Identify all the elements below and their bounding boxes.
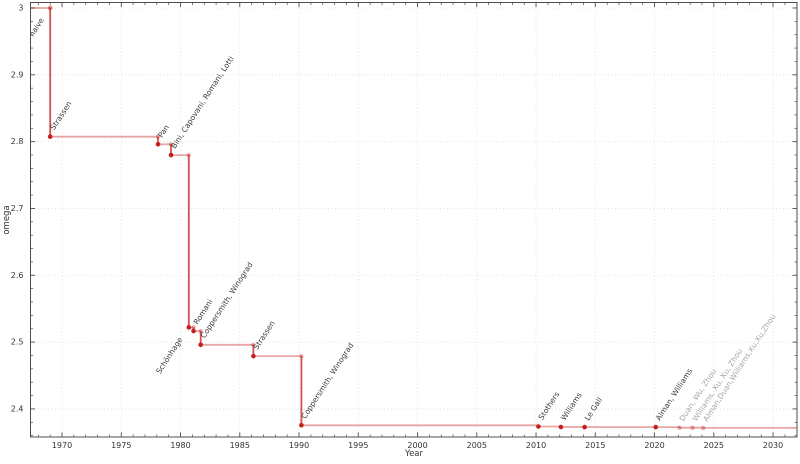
tick-label-layer: 1970 1975 1980 1985 1990 1995 2000 2005 2010 2015… <box>11 4 783 450</box>
x-tick-label: 1995 <box>348 441 368 450</box>
data-point <box>700 425 706 431</box>
y-tick-label: 3 <box>18 4 23 13</box>
point-label: Alman,Duan,Williams,Xu,Xu,Zhou <box>701 312 777 423</box>
step-corner-marker <box>155 134 161 139</box>
point-label: Pan <box>156 123 171 139</box>
data-point <box>690 425 695 431</box>
point-label: Stothers <box>537 390 562 421</box>
data-point <box>198 342 203 348</box>
x-tick-label: 1980 <box>170 441 190 450</box>
plot-frame <box>30 2 798 438</box>
step-line-vertical <box>49 8 681 428</box>
data-point <box>47 5 53 11</box>
x-tick-label: 1985 <box>230 441 250 450</box>
x-tick-label: 2025 <box>704 441 724 450</box>
y-tick-label: 2.6 <box>11 271 24 280</box>
step-corner-marker <box>251 342 256 347</box>
step-line-horizontal <box>30 7 797 429</box>
x-tick-label: 2010 <box>526 441 546 450</box>
step-corner-marker <box>299 353 304 359</box>
step-corner-marker <box>186 152 192 158</box>
point-label: Schönhage <box>154 335 184 375</box>
x-tick-label: 2000 <box>407 441 427 450</box>
x-axis-label: Year <box>404 449 424 459</box>
point-label: Strassen <box>48 99 73 131</box>
data-point <box>299 423 304 428</box>
point-label: Bini, Capovani, Romani, Lotti <box>169 54 235 150</box>
y-axis-label: omega <box>2 205 12 234</box>
step-corner-marker <box>47 5 53 11</box>
x-tick-label: 2015 <box>585 441 605 450</box>
data-point <box>155 142 161 147</box>
axes-layer <box>30 2 798 438</box>
step-corner-marker <box>191 325 196 330</box>
data-point <box>536 424 541 429</box>
y-tick-label: 2.9 <box>11 70 24 79</box>
step-corner-marker <box>168 142 174 147</box>
data-point <box>251 353 256 359</box>
marker-layer <box>47 5 706 431</box>
x-tick-label: 1990 <box>289 441 309 450</box>
point-label: Coppersmith, Winograd <box>300 341 356 420</box>
series-layer <box>30 7 797 429</box>
grid-layer <box>30 2 797 437</box>
x-tick-label: 1975 <box>111 441 131 450</box>
data-point <box>582 424 587 430</box>
data-point <box>47 134 53 139</box>
x-tick-label: 2030 <box>763 441 783 450</box>
step-corner-marker <box>198 328 203 334</box>
x-tick-label: 2020 <box>644 441 664 450</box>
data-point <box>168 152 174 158</box>
y-tick-label: 2.5 <box>11 338 24 347</box>
data-point <box>191 328 196 334</box>
y-tick-label: 2.7 <box>11 204 24 213</box>
data-point <box>558 424 564 430</box>
data-point <box>186 325 192 330</box>
x-tick-label: 2005 <box>467 441 487 450</box>
data-point <box>677 425 682 431</box>
point-label: Williams <box>559 391 584 422</box>
x-tick-label: 1970 <box>52 441 72 450</box>
point-label: Strassen <box>252 319 277 351</box>
y-tick-label: 2.4 <box>11 405 24 414</box>
point-label: naive <box>27 16 46 38</box>
y-tick-label: 2.8 <box>11 137 24 146</box>
data-point <box>653 424 659 430</box>
